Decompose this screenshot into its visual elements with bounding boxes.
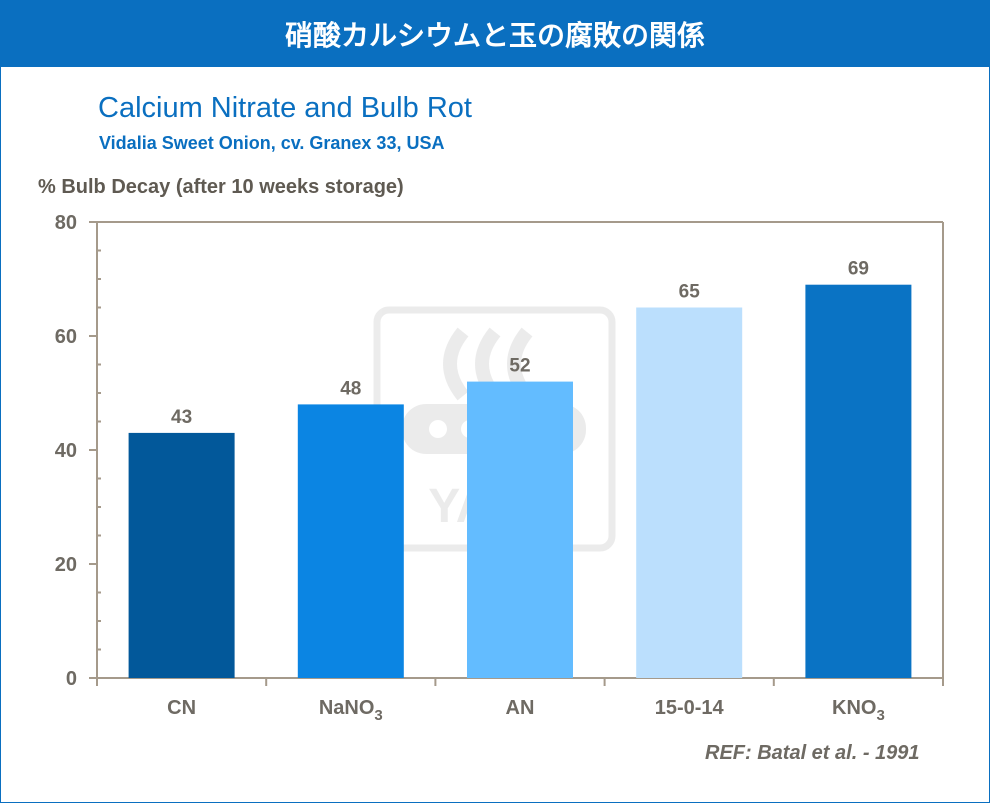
data-label: 52 bbox=[509, 356, 530, 377]
bar bbox=[636, 307, 743, 678]
chart-subtitle: Vidalia Sweet Onion, cv. Granex 33, USA bbox=[99, 133, 445, 153]
data-label: 48 bbox=[340, 378, 361, 399]
bar-series bbox=[128, 284, 912, 678]
bar bbox=[128, 432, 235, 678]
x-tick-label-text: KNO bbox=[832, 697, 876, 719]
reference-note: REF: Batal et al. - 1991 bbox=[705, 742, 920, 764]
y-tick-label: 40 bbox=[55, 440, 77, 462]
y-tick-label: 80 bbox=[55, 212, 77, 234]
x-tick-label-text: CN bbox=[167, 697, 196, 719]
x-tick-label: AN bbox=[506, 697, 535, 719]
x-tick-label: CN bbox=[167, 697, 196, 719]
header-bar: 硝酸カルシウムと玉の腐敗の関係 bbox=[1, 1, 989, 67]
bar bbox=[297, 404, 404, 678]
data-label: 43 bbox=[171, 407, 192, 428]
x-tick-label-text: AN bbox=[506, 697, 535, 719]
x-tick-label: NaNO3 bbox=[319, 697, 383, 724]
y-axis-title: % Bulb Decay (after 10 weeks storage) bbox=[38, 176, 404, 198]
header-title: 硝酸カルシウムと玉の腐敗の関係 bbox=[284, 19, 705, 52]
y-tick-label: 60 bbox=[55, 326, 77, 348]
y-tick-label: 0 bbox=[66, 668, 77, 690]
x-tick-label: KNO3 bbox=[832, 697, 885, 724]
bar bbox=[467, 381, 573, 678]
x-tick-label-text: 15-0-14 bbox=[655, 697, 725, 719]
x-tick-label: 15-0-14 bbox=[655, 697, 725, 719]
data-label: 65 bbox=[679, 282, 701, 303]
x-tick-label-subscript: 3 bbox=[876, 707, 884, 724]
bar bbox=[805, 284, 912, 678]
data-label: 69 bbox=[848, 259, 869, 280]
x-tick-label-text: NaNO bbox=[319, 697, 375, 719]
chart-title: Calcium Nitrate and Bulb Rot bbox=[98, 92, 472, 124]
y-tick-label: 20 bbox=[55, 554, 77, 576]
x-tick-label-subscript: 3 bbox=[374, 707, 382, 724]
